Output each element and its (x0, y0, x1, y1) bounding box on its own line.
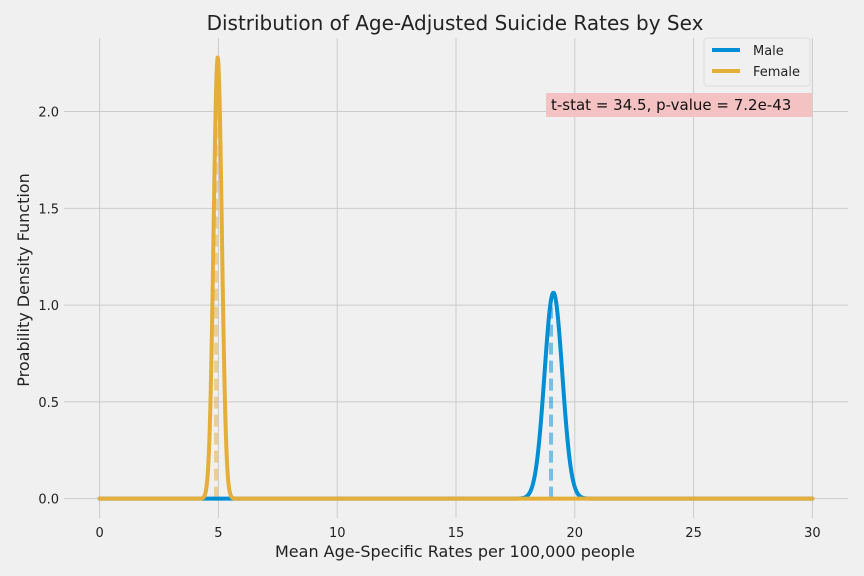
y-axis-label: Proability Density Function (14, 173, 33, 386)
y-tick-label: 1.5 (38, 202, 59, 217)
x-tick-label: 5 (214, 526, 222, 541)
x-tick-label: 0 (95, 526, 103, 541)
x-tick-label: 15 (448, 526, 465, 541)
y-tick-labels: 0.0 0.5 1.0 1.5 2.0 (38, 106, 59, 508)
stats-annotation: t-stat = 34.5, p-value = 7.2e-43 (546, 93, 812, 117)
x-tick-label: 25 (685, 526, 702, 541)
series-lines (97, 55, 815, 501)
y-tick-label: 1.0 (38, 299, 59, 314)
legend: Male Female (703, 37, 811, 87)
chart-title: Distribution of Age-Adjusted Suicide Rat… (207, 11, 704, 35)
annotation-text: t-stat = 34.5, p-value = 7.2e-43 (551, 96, 791, 114)
x-tick-label: 10 (329, 526, 346, 541)
legend-label-male: Male (753, 44, 784, 59)
annotation-box (546, 93, 812, 117)
x-axis-label: Mean Age-Specific Rates per 100,000 peop… (275, 542, 635, 561)
series-line-female (97, 55, 815, 501)
x-tick-label: 30 (804, 526, 821, 541)
x-tick-label: 20 (567, 526, 584, 541)
x-tick-labels: 0 5 10 15 20 25 30 (95, 526, 820, 541)
y-tick-label: 0.0 (38, 493, 59, 508)
y-tick-label: 0.5 (38, 396, 59, 411)
mean-lines (214, 91, 554, 499)
legend-label-female: Female (753, 65, 800, 80)
y-tick-label: 2.0 (38, 106, 59, 121)
